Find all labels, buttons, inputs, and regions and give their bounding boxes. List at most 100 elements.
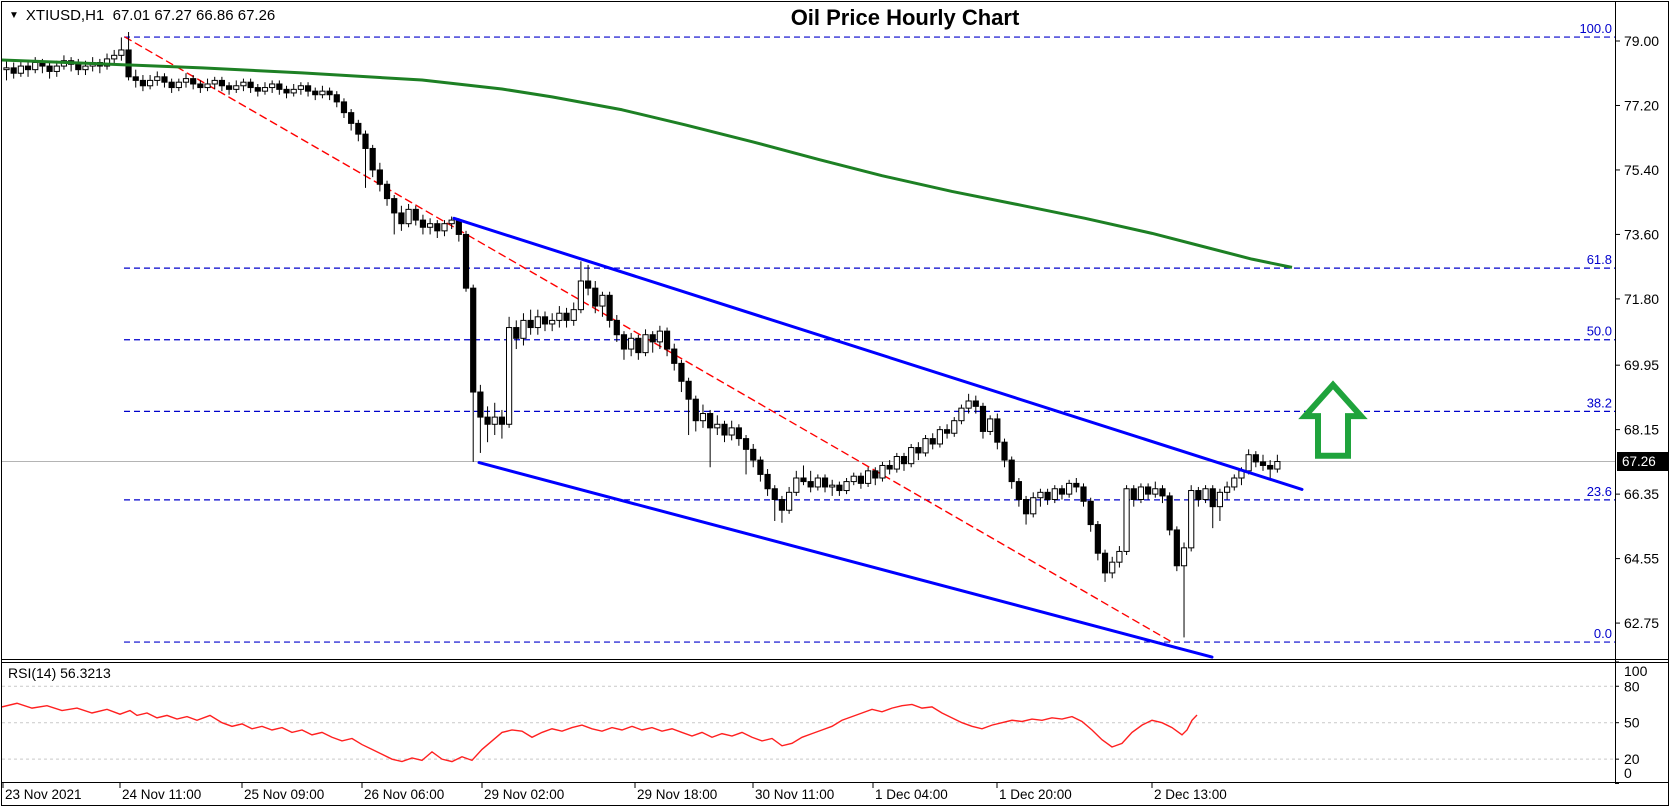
- fib-label: 100.0: [1579, 21, 1612, 36]
- candle-body: [764, 473, 771, 490]
- candle-body: [972, 400, 979, 407]
- candle-body: [1145, 486, 1152, 495]
- candle-body: [333, 94, 340, 103]
- candle-body: [599, 294, 606, 307]
- moving-average-line[interactable]: [2, 58, 1293, 269]
- trend-channel-lines[interactable]: [452, 216, 1304, 659]
- candle-body: [1130, 488, 1137, 500]
- candle-body: [1195, 490, 1202, 500]
- candle-body: [1080, 486, 1087, 502]
- candle-body: [900, 456, 908, 465]
- candle-body: [922, 438, 929, 454]
- candle-body: [1087, 500, 1094, 526]
- rsi-tick-label: 100: [1624, 663, 1648, 679]
- candle-body: [987, 418, 994, 432]
- candle-body: [742, 438, 750, 450]
- candle-body: [821, 477, 829, 488]
- candle-body: [958, 407, 965, 422]
- candles[interactable]: [3, 32, 1281, 638]
- candle-body: [1159, 488, 1166, 497]
- fib-label: 61.8: [1587, 252, 1612, 267]
- candle-body: [506, 327, 513, 425]
- candle-body: [807, 481, 814, 488]
- candle-body: [872, 470, 879, 479]
- candle-body: [857, 475, 865, 484]
- candle-body: [269, 83, 276, 89]
- candle-body: [168, 81, 175, 89]
- candle-body: [1022, 498, 1030, 515]
- up-arrow-icon[interactable]: [1298, 380, 1368, 459]
- up-arrow-annotation[interactable]: [1298, 380, 1368, 459]
- candle-body: [204, 83, 211, 89]
- candle-body: [520, 319, 527, 339]
- candle-body: [584, 280, 592, 289]
- candle-body: [793, 477, 800, 493]
- candle-body: [470, 287, 477, 393]
- candle-body: [915, 447, 922, 454]
- candle-body: [513, 327, 520, 339]
- fib-retracement-lines[interactable]: 100.0 61.8 50.0 38.2 23.6 0.0: [124, 21, 1615, 643]
- time-tick-label: 24 Nov 11:00: [122, 787, 201, 802]
- candle-body: [1008, 459, 1015, 483]
- candle-body: [154, 76, 161, 81]
- candle-body: [125, 49, 132, 78]
- candle-body: [1245, 454, 1252, 472]
- candle-body: [1015, 481, 1022, 500]
- candle-body: [886, 464, 893, 470]
- candle-body: [707, 413, 714, 429]
- time-tick-label: 25 Nov 09:00: [244, 787, 324, 802]
- symbol-quotes: 67.01 67.27 66.86 67.26: [112, 7, 276, 24]
- candle-body: [434, 223, 441, 232]
- candle-body: [606, 294, 613, 321]
- candle-body: [383, 183, 391, 200]
- candle-body: [1224, 486, 1231, 493]
- price-tick-label: 62.75: [1624, 615, 1659, 631]
- price-tick-label: 68.15: [1624, 422, 1659, 438]
- page-title: Oil Price Hourly Chart: [790, 5, 1020, 30]
- price-tick-label: 73.60: [1624, 226, 1659, 242]
- candle-body: [771, 488, 778, 500]
- candle-body: [620, 334, 628, 350]
- candle-body: [53, 65, 60, 72]
- candle-body: [455, 219, 462, 235]
- candle-body: [103, 58, 111, 67]
- candle-body: [943, 429, 951, 434]
- candle-body: [190, 78, 197, 85]
- candle-body: [441, 223, 448, 232]
- candle-body: [1001, 441, 1008, 461]
- candle-body: [1152, 488, 1159, 495]
- candle-body: [534, 316, 541, 329]
- candle-body: [685, 380, 692, 400]
- candle-body: [1109, 561, 1116, 574]
- candle-body: [340, 101, 348, 114]
- candle-body: [498, 416, 506, 425]
- candle-body: [82, 65, 89, 71]
- time-tick-label: 26 Nov 06:00: [364, 787, 444, 802]
- candle-body: [908, 447, 915, 465]
- candle-body: [211, 79, 218, 85]
- candle-body: [75, 63, 82, 71]
- rsi-line: [2, 702, 1198, 763]
- time-tick-label: 29 Nov 02:00: [484, 787, 564, 802]
- candle-body: [147, 79, 154, 87]
- candle-body: [326, 90, 333, 96]
- candle-body: [577, 280, 584, 311]
- rsi-indicator-label: RSI(14) 56.3213: [8, 665, 111, 681]
- candle-body: [261, 87, 269, 92]
- chevron-down-icon[interactable]: ▼: [9, 10, 19, 21]
- candle-body: [233, 85, 240, 90]
- candle-body: [477, 391, 484, 418]
- price-tick-label: 79.00: [1624, 33, 1659, 49]
- price-tick-label: 64.55: [1624, 551, 1659, 567]
- time-tick-label: 1 Dec 20:00: [999, 787, 1072, 802]
- candle-body: [412, 208, 419, 221]
- candle-body: [678, 362, 685, 382]
- candle-body: [369, 147, 376, 171]
- candle-body: [1252, 454, 1259, 463]
- fib-label: 23.6: [1587, 484, 1612, 499]
- candle-body: [865, 470, 872, 484]
- price-tick-label: 75.40: [1624, 162, 1659, 178]
- candle-body: [800, 477, 807, 483]
- candle-body: [484, 416, 491, 425]
